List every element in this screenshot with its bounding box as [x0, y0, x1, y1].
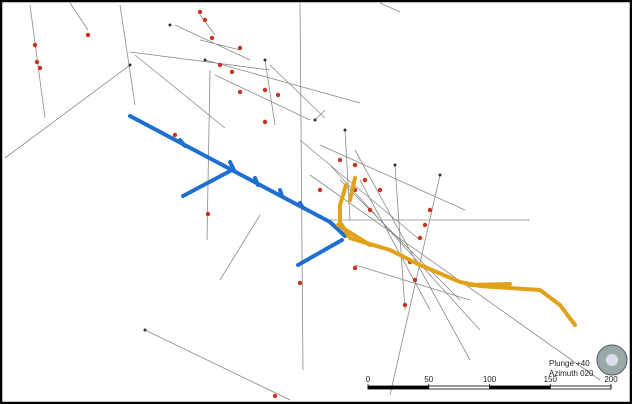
scale-tick-label: 200	[604, 375, 618, 384]
scale-tick-label: 50	[424, 375, 433, 384]
scale-bar: 0 50 100 150 200	[366, 375, 618, 390]
compass-center	[606, 354, 618, 366]
view-indicator: Plunge +40 Azimuth 020	[549, 344, 628, 378]
scale-tick-label: 0	[366, 375, 371, 384]
orange-drift	[336, 176, 577, 327]
scale-tick-label: 150	[544, 375, 558, 384]
scale-bar-segment	[489, 386, 551, 389]
blue-drift	[128, 114, 347, 267]
scale-tick-label: 100	[483, 375, 497, 384]
scale-bar-segment	[368, 386, 429, 389]
plunge-label: Plunge +40	[549, 359, 590, 368]
azimuth-label: Azimuth 020	[549, 369, 594, 378]
drill-holes	[4, 2, 601, 401]
